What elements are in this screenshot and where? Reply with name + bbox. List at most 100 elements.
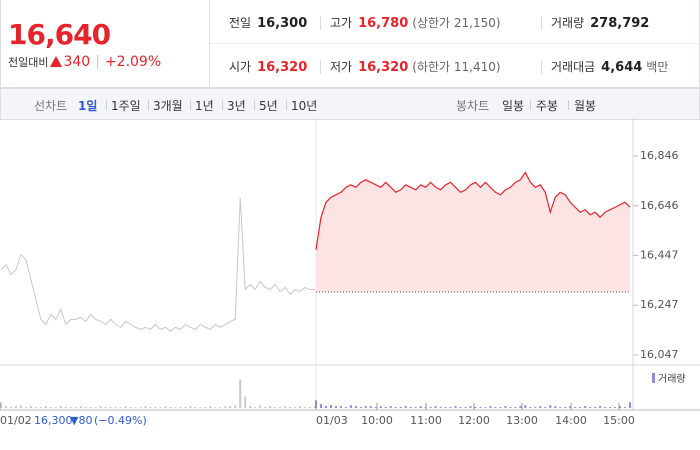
volume-bar [84,407,87,408]
y-tick-label: 16,646 [640,199,679,212]
tab-separator [286,100,287,110]
volume-bar [139,407,142,408]
volume-bar [19,405,22,408]
volume-bar [214,407,217,408]
tab[interactable]: 1년 [195,99,214,113]
volume-bar [494,407,497,408]
prev-close: 16,300 [34,414,73,427]
tab[interactable]: 1주일 [111,99,141,113]
volume-bar [339,406,342,408]
volume-bar [194,407,197,408]
volume-bar [94,407,97,408]
prev-change: ▼80 [70,414,92,427]
volume-bar [534,407,537,408]
volume-bar [14,406,17,408]
tab-group-label: 봉차트 [456,99,490,113]
tab[interactable]: 5년 [259,99,278,113]
volume-bar [374,407,377,408]
tab[interactable]: 주봉 [536,99,559,113]
volume-bar [489,406,492,408]
volume-bar [399,407,402,408]
tab[interactable]: 1일 [78,99,98,113]
price-line [0,197,315,332]
info-value: 278,792 [590,16,650,31]
volume-bar [394,407,397,408]
volume-bar [264,407,267,408]
info-value: 16,320 [257,60,308,75]
volume-bar [604,407,607,408]
volume-bar [554,406,557,408]
change: 전일대비 340 | +2.09% [8,54,162,70]
info-cell: 시가 16,320 [229,58,307,75]
tab-separator [106,100,107,110]
tab-group-label: 선차트 [34,99,68,113]
up-icon [50,56,63,67]
info-value: 4,644 [601,60,643,75]
volume-bar [479,407,482,408]
x-tick-label: 13:00 [506,414,538,427]
separator [320,16,321,30]
x-tick-label: 15:00 [603,414,635,427]
tab[interactable]: 10년 [291,99,318,113]
info-value: 16,320 [358,60,409,75]
x-tick-label: 10:00 [361,414,393,427]
tab-separator [568,100,569,110]
volume-bar [309,407,312,408]
volume-bar [444,407,447,408]
volume-bar [9,407,12,408]
info-label: 전일 [229,16,252,30]
tab[interactable]: 3개월 [153,99,183,113]
volume-bar [79,406,82,408]
volume-bar [429,407,432,408]
volume-bar [0,402,2,408]
tab[interactable]: 월봉 [574,99,597,113]
change-amount: 340 [63,54,91,70]
volume-bar [249,406,252,408]
volume-bar [239,379,242,408]
volume-bar [4,406,7,408]
volume-bar [149,407,152,408]
volume-bar [524,405,527,408]
volume-bar [504,406,507,408]
tab-separator [222,100,223,110]
volume-bar [39,407,42,408]
volume-bar [619,406,622,408]
volume-bar [389,406,392,408]
volume-bar [584,406,587,408]
volume-bar [199,407,202,408]
volume-bar [594,407,597,408]
volume-bar [459,407,462,408]
volume-bar [179,407,182,408]
volume-bar [234,405,237,408]
y-tick-label: 16,247 [640,298,679,311]
info-label: 시가 [229,60,252,74]
info-note: 백만 [646,60,669,74]
volume-bar [499,407,502,408]
separator [541,60,542,74]
volume-bar [354,406,357,408]
volume-bar [229,406,232,408]
volume-bar [289,407,292,408]
tab[interactable]: 3년 [227,99,246,113]
volume-bar [299,406,302,408]
volume-bar [119,407,122,408]
volume-bar [254,407,257,408]
tab[interactable]: 일봉 [502,99,525,113]
volume-bar [209,406,212,408]
info-cell: 거래대금 4,644 백만 [551,58,668,75]
tab-separator [148,100,149,110]
volume-bar [614,407,617,408]
area [316,172,630,292]
volume-bar [259,405,262,408]
volume-bar [129,407,132,408]
volume-bar [519,406,522,408]
volume-bar [624,407,627,408]
volume-bar [34,407,37,408]
volume-bar [29,406,32,408]
volume-bar [184,407,187,408]
change-label: 전일대비 [8,56,49,69]
volume-bar [474,407,477,408]
info-label: 저가 [330,60,353,74]
x-tick-label: 01/02 [0,414,32,427]
